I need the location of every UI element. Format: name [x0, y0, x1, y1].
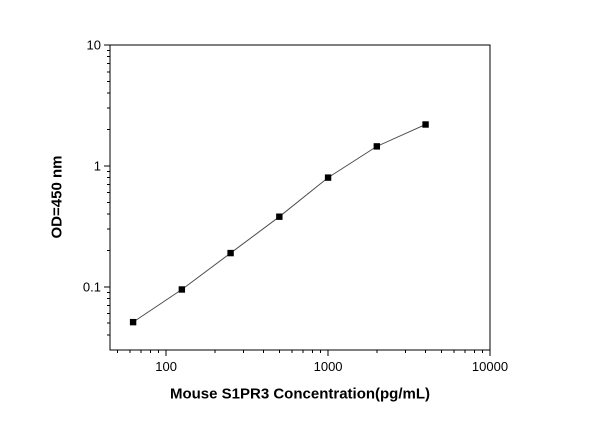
- y-tick-label: 0.1: [83, 279, 101, 294]
- y-tick-label: 1: [94, 158, 101, 173]
- y-tick-label: 10: [87, 38, 101, 53]
- data-point-marker: [227, 249, 234, 257]
- data-point-marker: [129, 318, 137, 326]
- x-tick-label: 10000: [472, 359, 508, 374]
- data-point-marker: [276, 213, 283, 220]
- y-axis-label: OD=450 nm: [48, 155, 66, 239]
- data-point-marker: [422, 121, 429, 128]
- data-point-marker: [324, 174, 332, 181]
- x-axis-label: Mouse S1PR3 Concentration(pg/mL): [169, 385, 431, 403]
- series-line: [132, 124, 426, 323]
- x-tick-label: 1000: [314, 359, 343, 374]
- x-tick-label: 100: [155, 359, 177, 374]
- data-point-marker: [178, 286, 186, 293]
- plot-box: [109, 44, 491, 351]
- data-point-marker: [373, 143, 381, 150]
